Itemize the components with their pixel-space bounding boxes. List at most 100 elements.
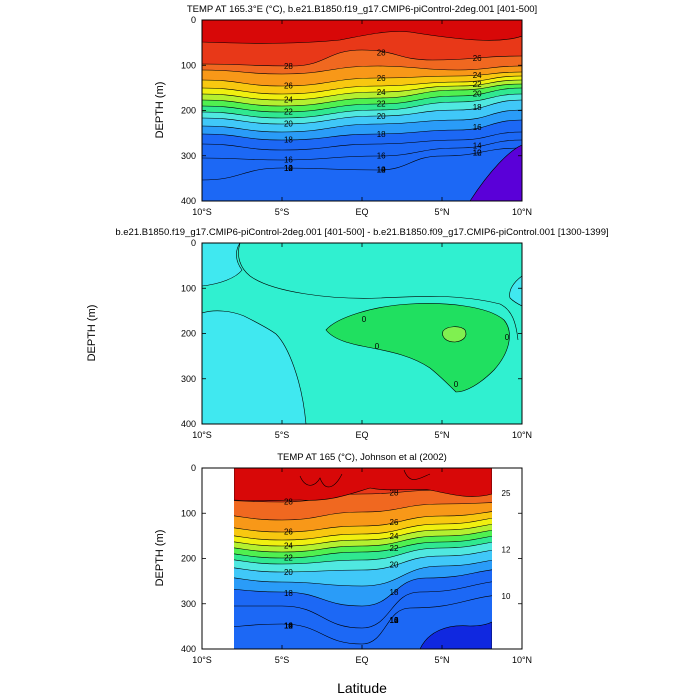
panel-1-contour-label: 14	[377, 165, 386, 174]
panel-1-contour-label: 24	[284, 95, 293, 104]
panel-3-ytick-label: 200	[181, 554, 196, 564]
panel-3-band-2	[202, 502, 522, 532]
panel-1-contour-label: 12	[473, 148, 482, 157]
panel-3-contour-3	[202, 515, 522, 541]
panel-1-contour-label: 26	[473, 54, 482, 63]
panel-1-contour-label: 20	[473, 90, 482, 99]
panel-3-contour-8	[202, 547, 522, 573]
panel-1-contour-label: 16	[284, 156, 293, 165]
panel-3-deep-pool	[419, 621, 493, 649]
panel-3-contour-6	[202, 533, 522, 559]
panel-1-contour-label: 22	[473, 80, 482, 89]
panel-2-ylabel: DEPTH (m)	[86, 305, 98, 362]
panel-1-contour-5	[202, 83, 522, 107]
panel-1-contour-label: 12	[377, 165, 386, 174]
panel-3-band-7	[202, 534, 522, 564]
panel-1-xtick-label: 5°S	[275, 207, 290, 217]
panel-1-contour-label: 24	[377, 88, 386, 97]
panel-1-band-6	[202, 84, 522, 112]
panel-1-contour-label: 10	[473, 148, 482, 157]
panel-3-contour-label: 24	[284, 542, 293, 551]
panel-1-contour-label: 10	[377, 165, 386, 174]
panel-2-top-left-pool	[202, 243, 243, 287]
panel-2-xtick-label: 5°S	[275, 430, 290, 440]
panel-3-contour-2	[202, 509, 522, 533]
panel-3-contour-label: 26	[284, 528, 293, 537]
panel-1-contour-7	[202, 93, 522, 119]
panel-1-contour-13	[202, 147, 522, 181]
panel-1-contour-label: 24	[473, 71, 482, 80]
panel-1-contour-label: 28	[284, 62, 293, 71]
panel-2-ytick-label: 200	[181, 329, 196, 339]
panel-1: TEMP AT 165.3°E (°C), b.e21.B1850.f19_g1…	[154, 4, 537, 217]
panel-2-left-pool	[202, 310, 307, 424]
panel-3-contour-label: 14	[284, 622, 293, 631]
panel-1-xtick-label: 10°N	[512, 207, 532, 217]
panel-1-contour-label: 26	[284, 81, 293, 90]
panel-1-band-13	[202, 140, 522, 180]
panel-3-surface-detail	[299, 469, 431, 488]
panel-2-contour-label: 0	[505, 333, 510, 342]
panel-3-field	[202, 468, 522, 649]
panel-1-title: TEMP AT 165.3°E (°C), b.e21.B1850.f19_g1…	[187, 4, 537, 15]
panel-1-band-12	[202, 132, 522, 160]
panel-3-contour-label: 24	[390, 532, 399, 541]
panel-2-inner-core	[442, 326, 467, 343]
panel-3-ylabel: DEPTH (m)	[154, 530, 166, 587]
panel-1-contour-4	[202, 79, 522, 101]
panel-3-contour-7	[202, 539, 522, 565]
panel-1-contour-label: 18	[473, 103, 482, 112]
panel-1-contour-label: 20	[284, 119, 293, 128]
panel-1-band-10	[202, 110, 522, 140]
panel-3-contour-4	[202, 521, 522, 547]
panel-2-xtick-label: 5°N	[434, 430, 449, 440]
panel-2-contour-label: 0	[375, 342, 380, 351]
panel-1-xtick-label: 10°S	[192, 207, 212, 217]
panel-1-contour-3	[202, 75, 522, 95]
panel-3-contour-label: 28	[390, 488, 399, 497]
panel-1-ytick-label: 0	[191, 15, 196, 25]
panel-2-ytick-label: 0	[191, 238, 196, 248]
panel-3-band-12	[202, 580, 522, 644]
panel-1-band-3	[202, 72, 522, 94]
panel-1-contour-label: 12	[284, 164, 293, 173]
panel-3-ytick-label: 0	[191, 463, 196, 473]
panel-3-band-10	[202, 558, 522, 606]
panel-3-ytick-label: 300	[181, 599, 196, 609]
panel-3-contour-label: 14	[390, 616, 399, 625]
panel-2-ytick-label: 400	[181, 419, 196, 429]
panel-3-contour-12	[202, 593, 522, 645]
panel-1-contour-9	[202, 109, 522, 133]
panel-3-contour-1	[202, 501, 522, 521]
panel-1-band-8	[202, 94, 522, 124]
panel-3-contour-label: 22	[390, 544, 399, 553]
panel-3-surface-pool	[233, 468, 493, 502]
panel-1-contour-label: 26	[377, 74, 386, 83]
panel-1-ytick-label: 200	[181, 106, 196, 116]
panel-3-title: TEMP AT 165 (°C), Johnson et al (2002)	[277, 452, 447, 463]
panel-1-xtick-label: 5°N	[434, 207, 449, 217]
panel-3-xtick-label: 10°N	[512, 655, 532, 665]
panel-3-mask-right	[492, 468, 522, 649]
panel-1-ylabel: DEPTH (m)	[154, 82, 166, 139]
panel-3-contour-label: 10	[390, 616, 399, 625]
panel-2-xtick-label: 10°S	[192, 430, 212, 440]
panel-3-contour-9	[202, 557, 522, 587]
panel-2-contour-a	[238, 243, 519, 341]
panel-3-band-3	[202, 510, 522, 540]
panel-3-contour-label: 25	[502, 489, 511, 498]
panel-2-right-pool	[509, 275, 522, 307]
panel-3-contour-label: 12	[390, 616, 399, 625]
panel-1-band-11	[202, 120, 522, 150]
panel-3-band-11	[202, 568, 522, 628]
panel-1-contour-label: 22	[377, 100, 386, 109]
panel-3-contour-label: 28	[284, 497, 293, 506]
panel-2-contour-label: 0	[454, 380, 459, 389]
panel-1-contour-8	[202, 99, 522, 125]
panel-1-contour-2	[202, 71, 522, 87]
panel-3-contour-label: 10	[284, 622, 293, 631]
panel-3-xtick-label: 10°S	[192, 655, 212, 665]
panel-2-ytick-label: 100	[181, 283, 196, 293]
panel-2-title: b.e21.B1850.f19_g17.CMIP6-piControl-2deg…	[115, 227, 608, 238]
panel-2-xtick-label: EQ	[355, 430, 368, 440]
